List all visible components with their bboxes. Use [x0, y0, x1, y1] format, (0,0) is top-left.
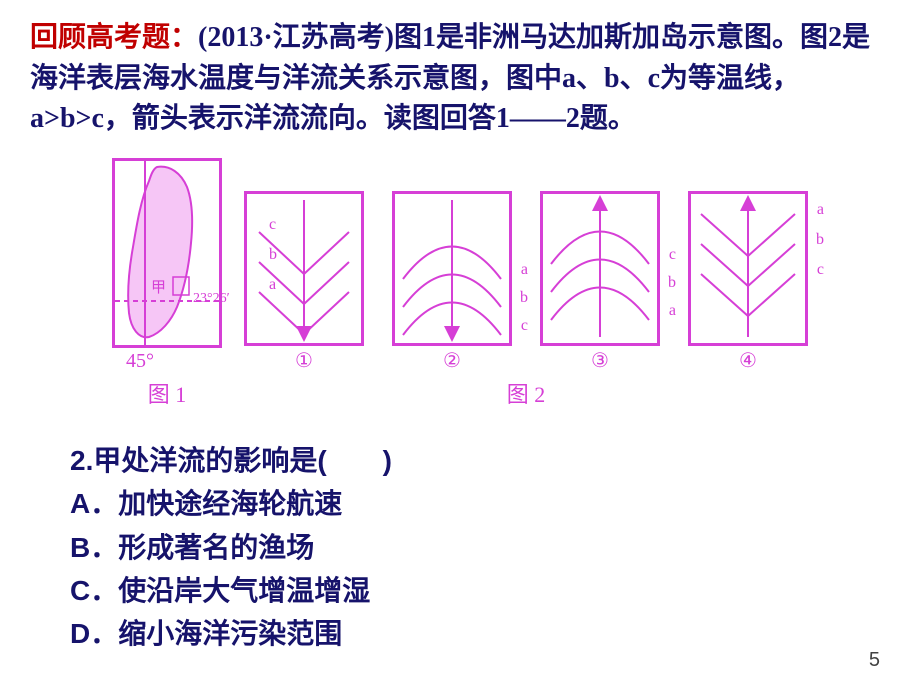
figure-2-group: c b a ① a [244, 191, 808, 409]
map-jia-label: 甲 [151, 276, 166, 297]
p1-a: a [269, 276, 276, 294]
panel-4-id: ④ [739, 348, 757, 373]
opt-c: C．使沿岸大气增温增湿 [70, 569, 490, 612]
p4-a: a [817, 201, 824, 219]
panel-1-wrap: c b a ① [244, 191, 364, 373]
panel-1: c b a [244, 191, 364, 346]
p2-b: b [520, 289, 528, 307]
question-stem: 回顾高考题：(2013·江苏高考)图1是非洲马达加斯加岛示意图。图2是海洋表层海… [30, 18, 890, 140]
panel-1-id: ① [295, 348, 313, 373]
p4-c: c [817, 261, 824, 279]
figure-1-map: 甲 23°26′ [112, 158, 222, 348]
panel-2-wrap: a b c ② [392, 191, 512, 373]
panel-2-id: ② [443, 348, 461, 373]
figures-row: 甲 23°26′ 45° 图 1 [30, 158, 890, 409]
p2-a: a [521, 261, 528, 279]
p3-b: b [668, 274, 676, 292]
panel-3-svg [543, 194, 657, 343]
opt-d: D．缩小海洋污染范围 [70, 612, 490, 655]
madagascar-svg [115, 161, 219, 345]
map-lat-label: 23°26′ [193, 291, 230, 307]
panel-4-svg [691, 194, 805, 343]
p1-b: b [269, 246, 277, 264]
panel-3 [540, 191, 660, 346]
panel-4-wrap: a b c ④ [688, 191, 808, 373]
p4-b: b [816, 231, 824, 249]
figure-2-label: 图 2 [507, 377, 546, 409]
slide-content: 回顾高考题：(2013·江苏高考)图1是非洲马达加斯加岛示意图。图2是海洋表层海… [0, 0, 920, 656]
figure-1-label: 图 1 [148, 377, 187, 409]
q2-stem: 2.甲处洋流的影响是( ) [70, 439, 890, 482]
panel-2-svg [395, 194, 509, 343]
map-lon-label: 45° [126, 350, 154, 373]
opt-a: A．加快途经海轮航速 [70, 482, 490, 525]
p2-c: c [521, 317, 528, 335]
panel-1-svg [247, 194, 361, 343]
p3-a: a [669, 302, 676, 320]
panel-3-wrap: c b a ③ [540, 191, 660, 373]
panel-4 [688, 191, 808, 346]
opt-b: B．形成著名的渔场 [70, 526, 490, 569]
p1-c: c [269, 216, 276, 234]
q2-options: A．加快途经海轮航速 B．形成著名的渔场 C．使沿岸大气增温增湿 D．缩小海洋污… [70, 482, 890, 656]
panel-2 [392, 191, 512, 346]
p3-c: c [669, 246, 676, 264]
page-number: 5 [869, 649, 880, 672]
sub-question-2: 2.甲处洋流的影响是( ) A．加快途经海轮航速 B．形成著名的渔场 C．使沿岸… [30, 439, 890, 656]
figure-1-wrap: 甲 23°26′ 45° 图 1 [112, 158, 222, 409]
highlight-prefix: 回顾高考题： [30, 22, 198, 53]
panel-3-id: ③ [591, 348, 609, 373]
